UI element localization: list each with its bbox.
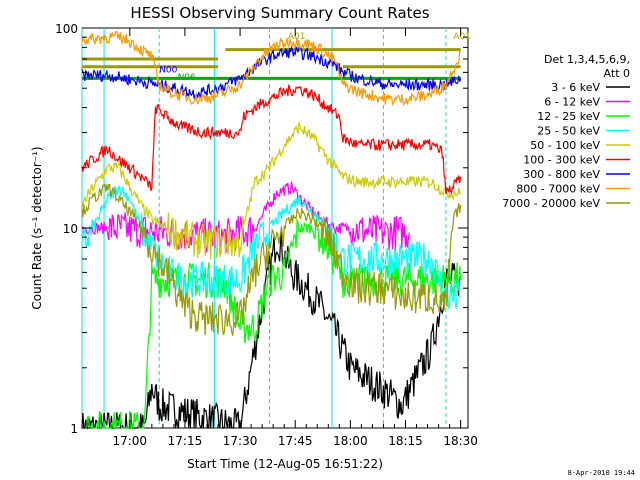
- series-line-4: [81, 120, 462, 260]
- x-axis-label: Start Time (12-Aug-05 16:51:22): [187, 457, 383, 471]
- series-line-3: [81, 185, 461, 310]
- chart-title: HESSI Observing Summary Count Rates: [130, 4, 429, 22]
- legend-label-7: 800 - 7000 keV: [516, 183, 600, 196]
- series-line-8: [81, 183, 462, 336]
- series-line-0: [81, 232, 462, 430]
- x-axis: 17:00 17:15 17:30 17:45 18:00 18:15 18:30: [112, 28, 478, 448]
- series-line-1: [81, 181, 410, 255]
- y-tick-label-2: 100: [55, 22, 78, 36]
- legend-label-8: 7000 - 20000 keV: [502, 197, 600, 210]
- x-tick-label-5: 18:15: [388, 434, 423, 448]
- legend-label-3: 25 - 50 keV: [537, 125, 600, 138]
- series-layer: [81, 30, 462, 430]
- legend-label-4: 50 - 100 keV: [530, 139, 600, 152]
- y-axis: 1 10 100: [55, 22, 468, 436]
- y-tick-label-0: 1: [70, 422, 78, 436]
- legend-label-2: 12 - 25 keV: [537, 110, 600, 123]
- x-tick-label-3: 17:45: [278, 434, 313, 448]
- series-line-7: [81, 30, 462, 107]
- legend-subheader: Att 0: [604, 67, 630, 80]
- footer-date: 8-Apr-2010 19:44: [568, 469, 635, 477]
- legend-label-1: 6 - 12 keV: [544, 96, 600, 109]
- legend-label-6: 300 - 800 keV: [523, 168, 600, 181]
- annotation-0: A01: [288, 32, 306, 42]
- annotation-3: N06: [178, 73, 196, 83]
- legend-label-0: 3 - 6 keV: [551, 81, 600, 94]
- series-line-6: [81, 44, 462, 101]
- annotation-1: A01: [453, 32, 471, 42]
- series-line-5: [81, 84, 462, 195]
- annotation-2: N00: [159, 65, 177, 75]
- x-tick-label-6: 18:30: [443, 434, 478, 448]
- y-tick-label-1: 10: [63, 222, 78, 236]
- x-tick-label-0: 17:00: [112, 434, 147, 448]
- y-axis-label: Count Rate (s⁻¹ detector⁻¹): [30, 146, 44, 309]
- series-line-2: [82, 214, 462, 430]
- x-tick-label-4: 18:00: [333, 434, 368, 448]
- legend: Det 1,3,4,5,6,9, Att 0 3 - 6 keV 6 - 12 k…: [502, 53, 630, 210]
- legend-label-5: 100 - 300 keV: [523, 154, 600, 167]
- x-tick-label-1: 17:15: [168, 434, 203, 448]
- x-tick-label-2: 17:30: [223, 434, 258, 448]
- legend-header: Det 1,3,4,5,6,9,: [544, 53, 630, 66]
